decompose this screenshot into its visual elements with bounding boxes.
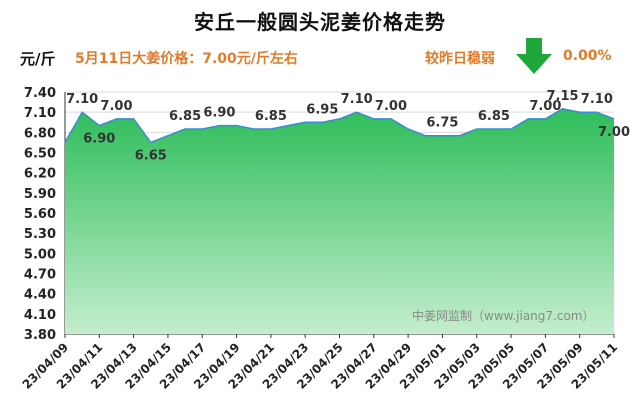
data-label: 7.15: [546, 89, 578, 104]
y-tick-label: 6.50: [24, 147, 56, 162]
y-tick-label: 5.00: [24, 247, 56, 262]
change-value: 0.00%: [563, 48, 612, 64]
y-axis: 7.40 7.10 6.80 6.50 6.20 5.90 5.60 5.30 5.00 4.70…: [24, 86, 614, 343]
data-label: 7.10: [341, 92, 373, 107]
y-tick-label: 4.40: [24, 288, 56, 303]
y-tick-label: 5.90: [24, 187, 56, 202]
unit-label: 元/斤: [20, 50, 56, 68]
chart-title: 安丘一般圆头泥姜价格走势: [194, 10, 446, 34]
y-tick-label: 3.80: [24, 328, 56, 343]
y-tick-label: 4.70: [24, 268, 56, 283]
data-label: 7.00: [529, 99, 561, 114]
arrow-down-icon: [516, 38, 552, 74]
y-tick-label: 4.10: [24, 308, 56, 323]
compare-label: 较昨日稳弱: [425, 51, 495, 67]
data-label: 7.10: [66, 92, 98, 107]
data-label: 6.90: [83, 132, 115, 147]
price-line: [64, 108, 615, 144]
price-note: 5月11日大姜价格：7.00元/斤左右: [75, 51, 298, 67]
y-tick-label: 6.20: [24, 167, 56, 182]
data-label: 6.85: [255, 109, 287, 124]
data-label: 7.00: [100, 99, 132, 114]
y-tick-label: 5.60: [24, 207, 56, 222]
x-axis: 23/04/0923/04/1123/04/1323/04/1523/04/17…: [20, 334, 620, 392]
data-label: 7.00: [598, 125, 630, 140]
y-tick-label: 6.80: [24, 126, 56, 141]
data-labels: 7.106.907.006.656.85 6.90 6.85 6.957.10 7.00…: [66, 89, 630, 164]
price-area: [65, 108, 614, 334]
data-label: 7.10: [581, 92, 613, 107]
y-tick-label: 7.40: [24, 86, 56, 101]
data-label: 6.95: [306, 102, 338, 117]
y-tick-label: 5.30: [24, 227, 56, 242]
watermark: 中姜网监制（www.jiang7.com）: [412, 308, 594, 323]
y-tick-label: 7.10: [24, 106, 56, 121]
data-label: 6.85: [478, 109, 510, 124]
data-label: 7.00: [375, 99, 407, 114]
data-label: 6.85: [169, 109, 201, 124]
data-label: 6.90: [203, 106, 235, 121]
data-label: 6.65: [135, 148, 167, 163]
data-label: 6.75: [426, 116, 458, 131]
